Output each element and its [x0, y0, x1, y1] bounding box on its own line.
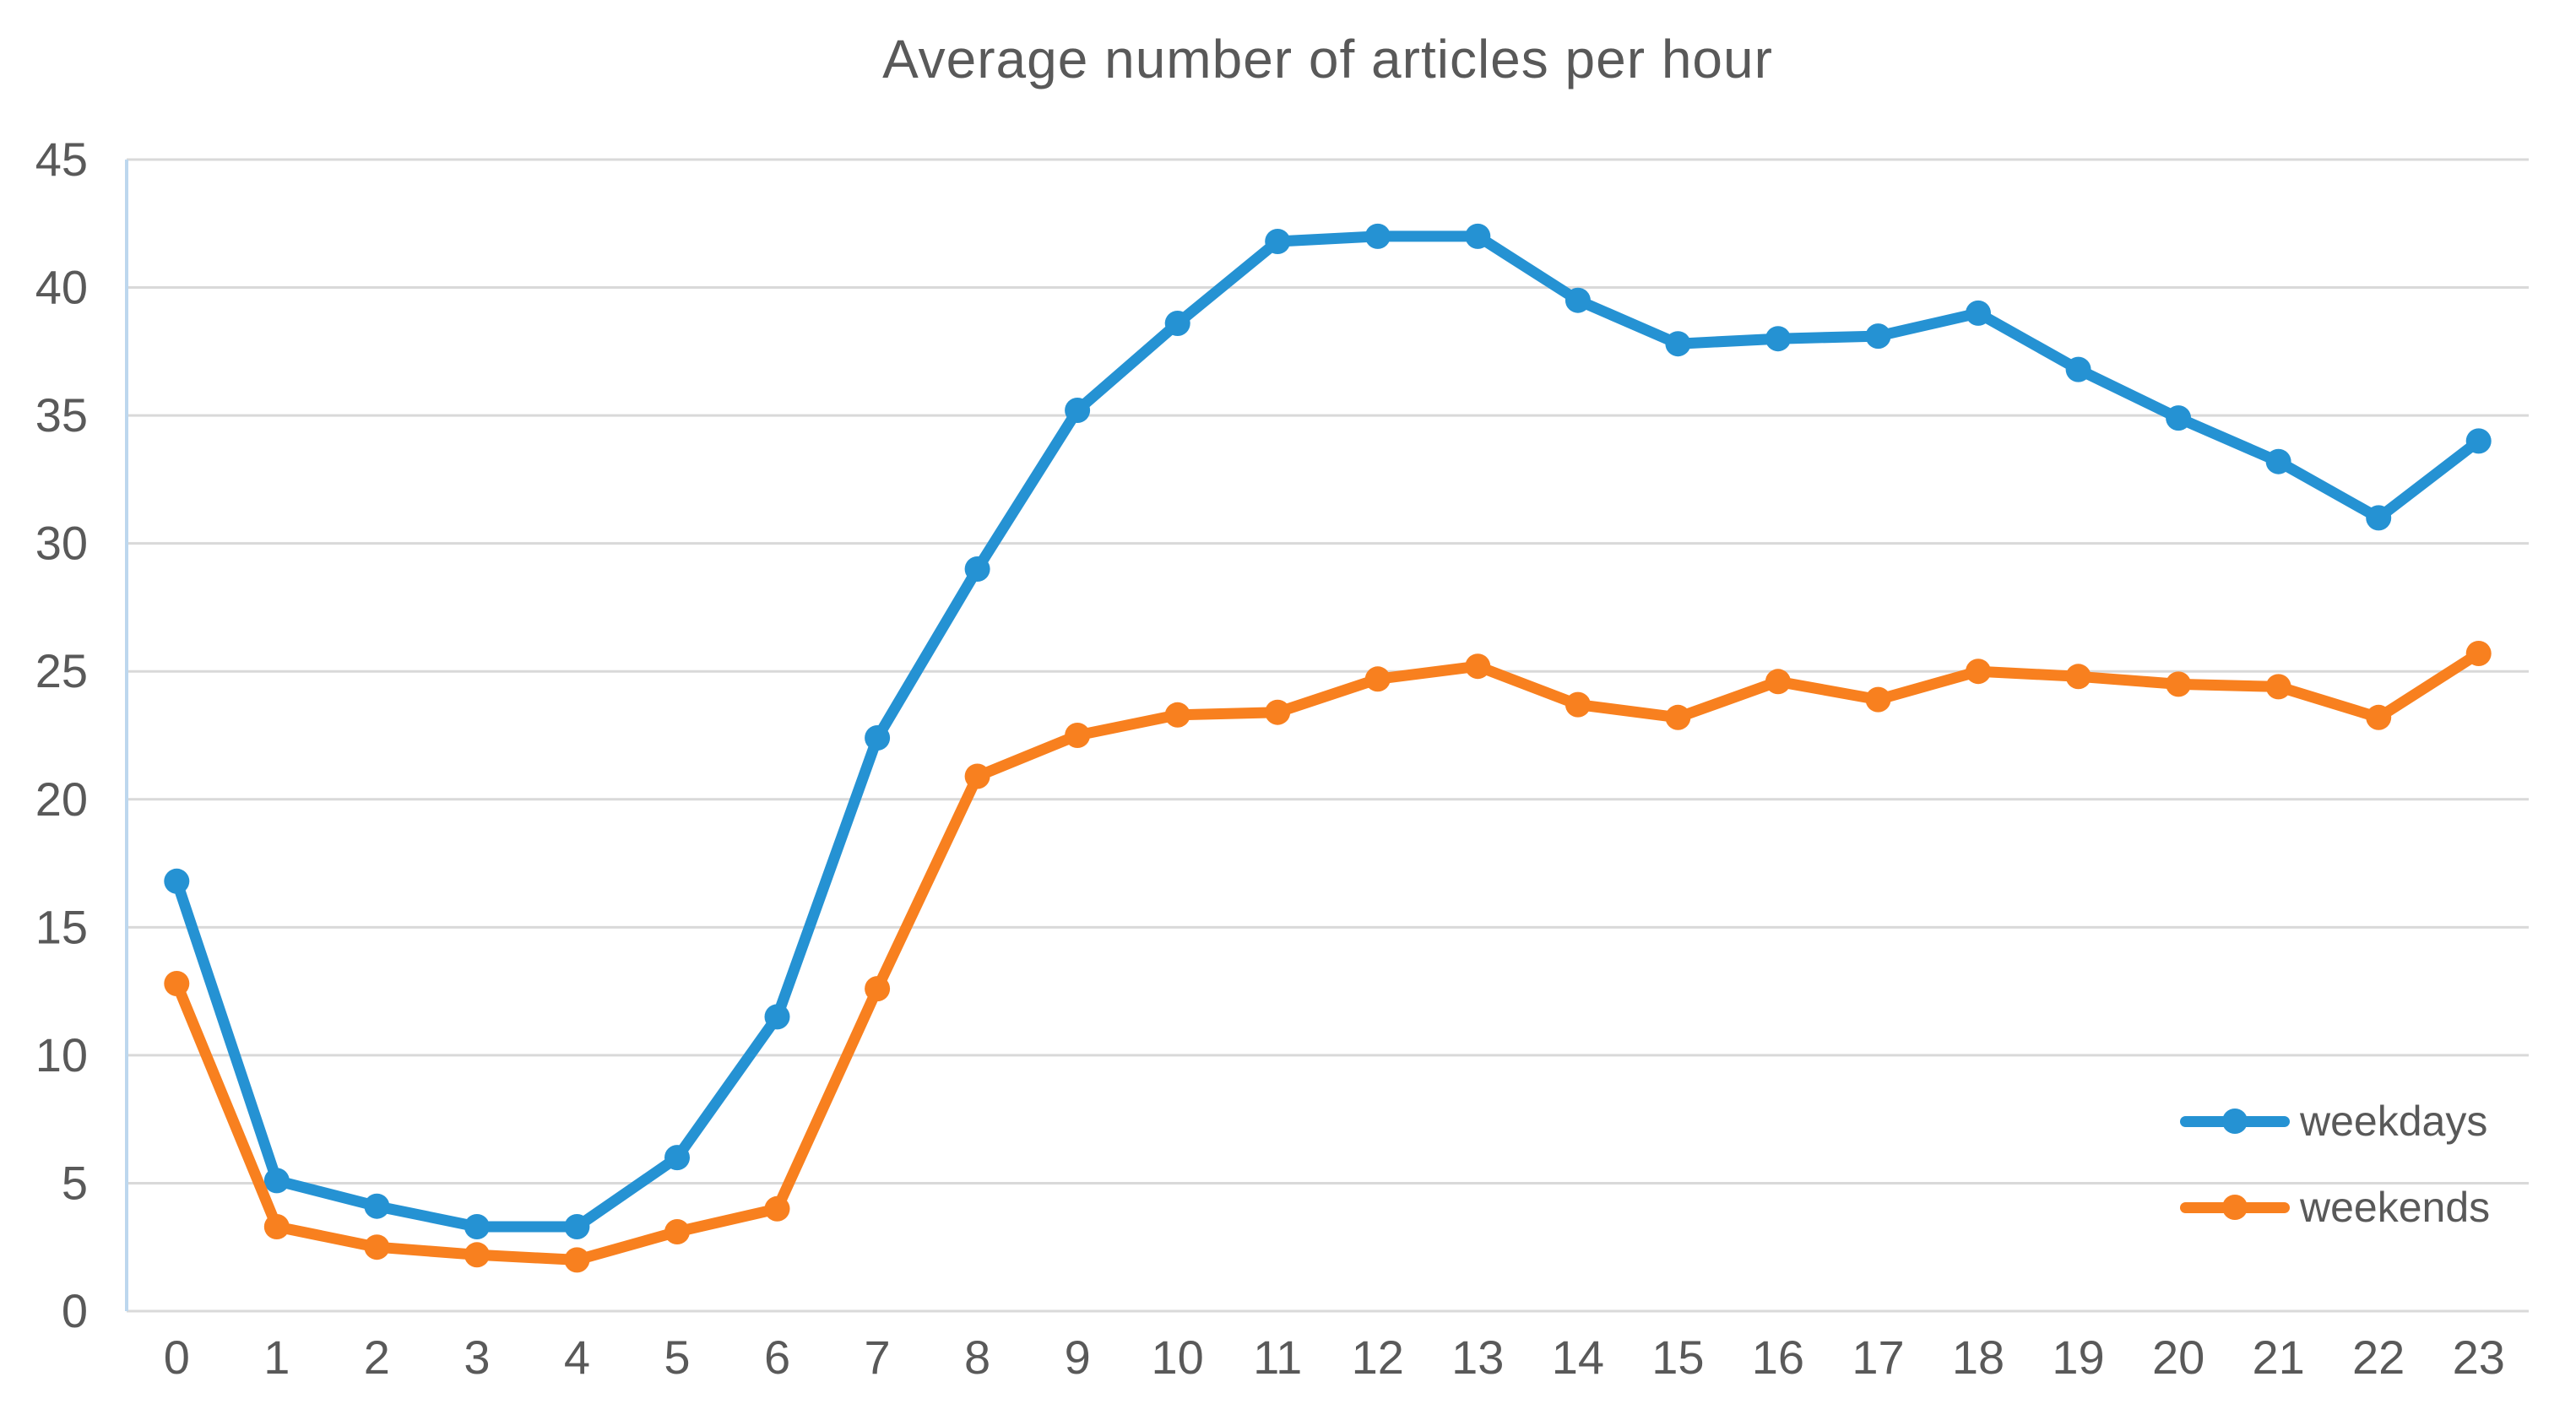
data-point-weekends [1565, 691, 1591, 718]
data-point-weekends [2065, 664, 2091, 690]
data-point-weekdays [2366, 505, 2392, 531]
data-point-weekdays [164, 868, 190, 894]
x-tick-label: 22 [2352, 1331, 2405, 1384]
legend-label-weekdays: weekdays [2300, 1098, 2488, 1145]
data-point-weekends [263, 1214, 290, 1239]
weekdays-marker-icon [2222, 1109, 2248, 1134]
data-point-weekends [2366, 704, 2392, 730]
data-point-weekdays [1865, 323, 1891, 350]
x-tick-label: 8 [964, 1331, 990, 1384]
x-tick-label: 16 [1752, 1331, 1804, 1384]
data-point-weekdays [464, 1214, 490, 1239]
x-tick-label: 21 [2252, 1331, 2304, 1384]
y-tick-label: 10 [35, 1028, 88, 1081]
data-point-weekends [1966, 659, 1991, 685]
y-tick-label: 35 [35, 388, 88, 442]
data-point-weekends [1865, 686, 1891, 713]
data-point-weekdays [1364, 223, 1391, 249]
x-tick-label: 23 [2453, 1331, 2505, 1384]
x-tick-label: 9 [1065, 1331, 1091, 1384]
data-point-weekends [1065, 723, 1091, 748]
x-tick-label: 0 [164, 1331, 190, 1384]
x-tick-label: 13 [1451, 1331, 1504, 1384]
data-point-weekends [364, 1234, 390, 1260]
data-point-weekends [865, 976, 891, 1002]
x-tick-label: 12 [1352, 1331, 1404, 1384]
legend-item-weekdays: weekdays [2180, 1100, 2490, 1142]
data-point-weekends [1265, 699, 1291, 725]
data-point-weekdays [564, 1214, 590, 1239]
legend-item-weekends: weekends [2180, 1186, 2490, 1228]
data-point-weekdays [1565, 287, 1591, 313]
data-point-weekdays [263, 1168, 290, 1194]
weekends-marker-icon [2222, 1195, 2248, 1220]
legend-label-weekends: weekends [2300, 1184, 2491, 1231]
data-point-weekends [464, 1242, 490, 1268]
data-point-weekdays [2166, 405, 2192, 431]
data-point-weekends [1765, 669, 1791, 695]
series-line-weekends [171, 648, 2485, 1266]
y-tick-label: 0 [62, 1284, 88, 1337]
x-tick-label: 2 [364, 1331, 390, 1384]
data-point-weekdays [1966, 300, 1991, 326]
x-tick-label: 19 [2052, 1331, 2104, 1384]
data-point-weekdays [964, 556, 990, 582]
data-point-weekends [1164, 702, 1190, 728]
data-point-weekdays [664, 1145, 690, 1171]
legend: weekdays weekends [2180, 1100, 2490, 1272]
data-point-weekdays [2465, 428, 2492, 454]
data-point-weekends [764, 1195, 790, 1222]
y-tick-label: 40 [35, 261, 88, 314]
y-tick-label: 30 [35, 517, 88, 570]
data-point-weekends [964, 763, 990, 789]
x-tick-label: 11 [1253, 1331, 1302, 1384]
data-point-weekdays [1765, 326, 1791, 352]
legend-swatch-weekends [2180, 1186, 2290, 1228]
data-point-weekends [1665, 704, 1691, 730]
x-tick-label: 20 [2152, 1331, 2205, 1384]
data-point-weekends [164, 971, 190, 996]
data-point-weekends [1465, 653, 1491, 680]
series-line-weekdays [171, 230, 2485, 1233]
x-tick-label: 15 [1651, 1331, 1704, 1384]
data-point-weekdays [2065, 356, 2091, 382]
data-point-weekdays [1665, 331, 1691, 357]
y-tick-label: 15 [35, 900, 88, 953]
x-tick-label: 7 [864, 1331, 890, 1384]
x-tick-label: 10 [1152, 1331, 1204, 1384]
data-point-weekdays [1065, 398, 1091, 423]
data-point-weekdays [1465, 223, 1491, 249]
data-point-weekdays [764, 1004, 790, 1030]
chart-title: Average number of articles per hour [882, 29, 1773, 89]
data-point-weekdays [1265, 229, 1291, 254]
data-point-weekdays [1164, 311, 1190, 336]
data-point-weekends [664, 1219, 690, 1244]
y-tick-label: 25 [35, 644, 88, 697]
x-tick-label: 14 [1552, 1331, 1604, 1384]
x-tick-label: 17 [1852, 1331, 1904, 1384]
legend-swatch-weekdays [2180, 1100, 2290, 1142]
data-point-weekends [1364, 666, 1391, 692]
data-point-weekends [564, 1247, 590, 1273]
data-point-weekends [2265, 674, 2291, 700]
data-point-weekdays [364, 1193, 390, 1219]
data-point-weekdays [2265, 448, 2291, 474]
data-point-weekends [2166, 671, 2192, 697]
y-tick-label: 45 [35, 133, 88, 186]
data-point-weekends [2465, 641, 2492, 666]
x-tick-label: 18 [1952, 1331, 2004, 1384]
x-tick-label: 5 [664, 1331, 690, 1384]
x-tick-label: 4 [564, 1331, 590, 1384]
data-point-weekdays [865, 725, 891, 751]
y-tick-label: 20 [35, 772, 88, 826]
x-tick-label: 6 [764, 1331, 790, 1384]
y-tick-label: 5 [62, 1156, 88, 1209]
x-tick-label: 1 [263, 1331, 290, 1384]
x-tick-label: 3 [464, 1331, 490, 1384]
